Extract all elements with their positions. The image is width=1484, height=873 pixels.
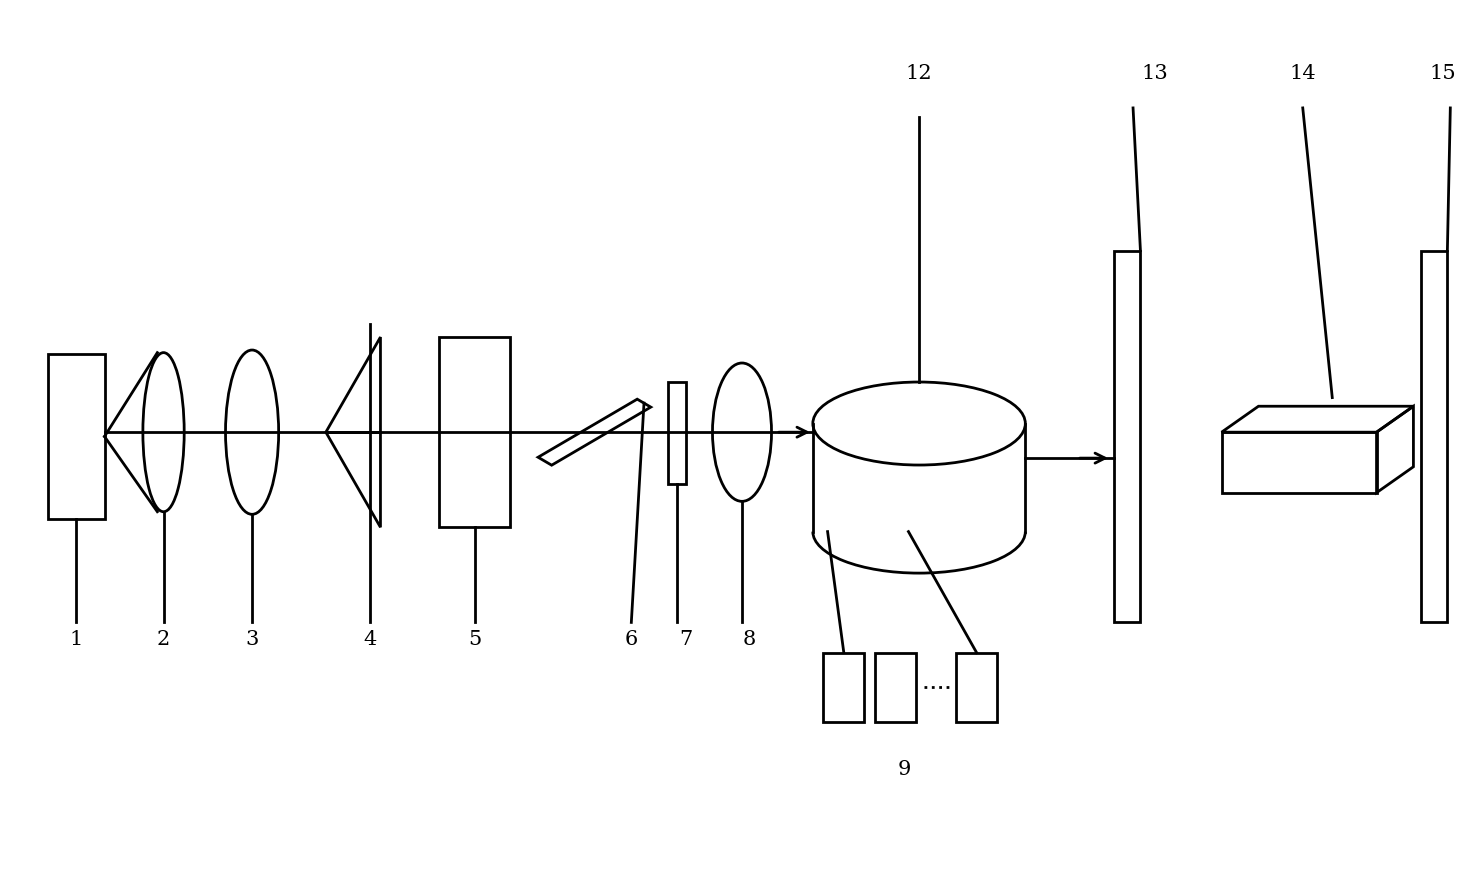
Text: 2: 2 [157,630,171,650]
Text: 5: 5 [469,630,481,650]
Text: 6: 6 [625,630,638,650]
Text: 14: 14 [1290,64,1316,83]
Text: 9: 9 [898,760,911,779]
Text: 3: 3 [245,630,258,650]
Text: 1: 1 [70,630,83,650]
Text: 4: 4 [364,630,377,650]
Text: 12: 12 [905,64,932,83]
Text: 8: 8 [743,630,755,650]
Text: 13: 13 [1141,64,1168,83]
Text: 7: 7 [680,630,693,650]
Text: 15: 15 [1429,64,1456,83]
